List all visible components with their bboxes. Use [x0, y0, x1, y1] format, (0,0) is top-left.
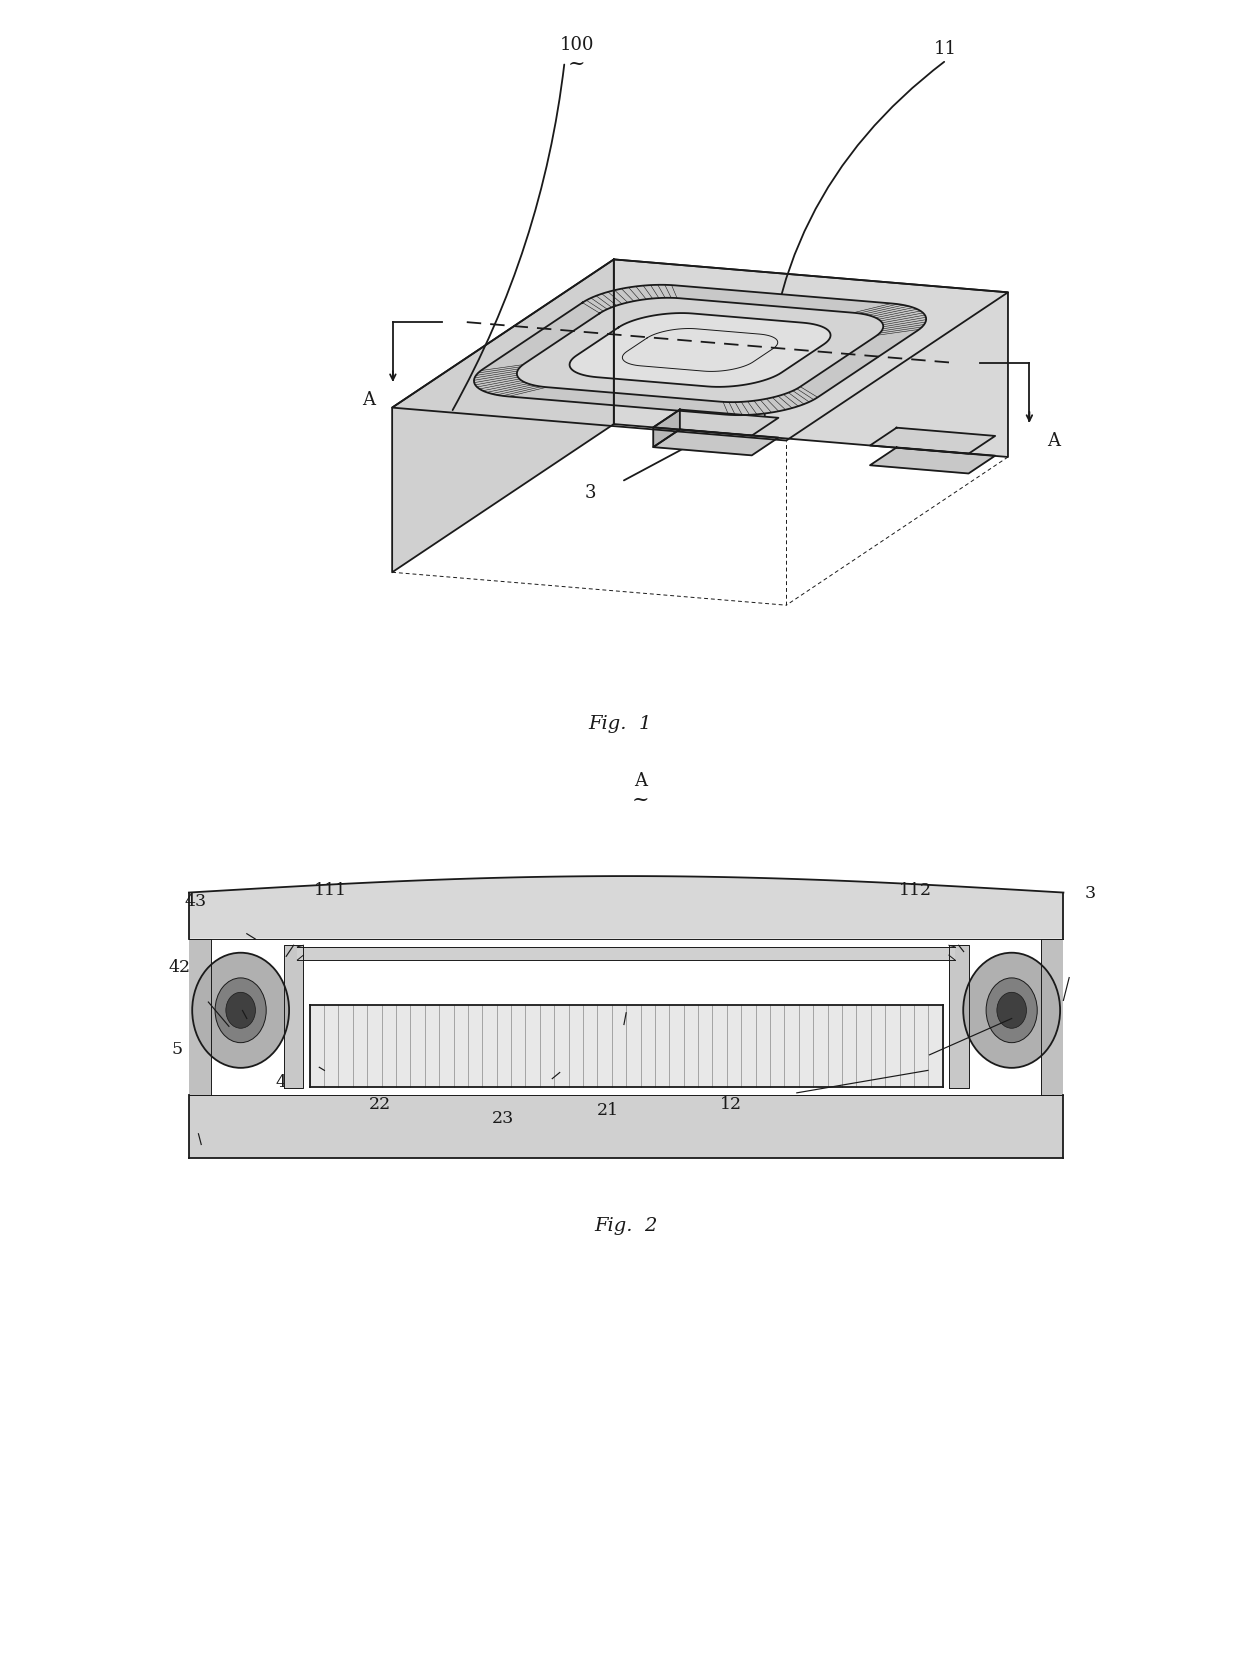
- Polygon shape: [870, 427, 996, 453]
- Polygon shape: [392, 260, 614, 573]
- Text: ~: ~: [632, 791, 650, 809]
- Text: Fig.  2: Fig. 2: [594, 1216, 658, 1235]
- Ellipse shape: [963, 953, 1060, 1067]
- Polygon shape: [298, 947, 955, 960]
- Text: 111: 111: [314, 882, 347, 899]
- Polygon shape: [392, 260, 1008, 440]
- Polygon shape: [614, 260, 1008, 457]
- Text: ~: ~: [568, 55, 585, 74]
- Polygon shape: [188, 938, 211, 1096]
- Ellipse shape: [226, 993, 255, 1028]
- Text: 21: 21: [596, 1102, 619, 1119]
- Polygon shape: [474, 285, 926, 415]
- Polygon shape: [310, 1005, 942, 1087]
- Text: 22: 22: [368, 1096, 391, 1112]
- Ellipse shape: [215, 978, 267, 1043]
- Polygon shape: [284, 945, 304, 1089]
- Text: 112: 112: [899, 882, 932, 899]
- Text: 11: 11: [934, 40, 957, 58]
- Polygon shape: [188, 1096, 1064, 1157]
- Text: A: A: [1048, 432, 1060, 450]
- Text: 3: 3: [585, 485, 596, 501]
- Ellipse shape: [997, 993, 1027, 1028]
- Ellipse shape: [986, 978, 1037, 1043]
- Polygon shape: [653, 429, 779, 455]
- Polygon shape: [188, 875, 1064, 938]
- Polygon shape: [949, 945, 968, 1089]
- Text: 100: 100: [559, 36, 594, 55]
- Text: 23: 23: [492, 1111, 515, 1127]
- Text: 4: 4: [275, 1074, 286, 1091]
- Text: 41: 41: [856, 1074, 878, 1091]
- Text: 42: 42: [167, 958, 190, 976]
- Polygon shape: [653, 409, 680, 447]
- Ellipse shape: [192, 953, 289, 1067]
- Text: 12: 12: [719, 1096, 742, 1112]
- Text: Fig.  1: Fig. 1: [588, 715, 652, 733]
- Text: 3: 3: [1085, 885, 1096, 902]
- Text: 5: 5: [171, 1041, 182, 1058]
- Text: A: A: [362, 391, 374, 409]
- Polygon shape: [569, 313, 831, 387]
- Polygon shape: [870, 447, 996, 473]
- Polygon shape: [653, 409, 779, 435]
- Text: A: A: [635, 773, 647, 791]
- Text: 43: 43: [184, 894, 206, 910]
- Polygon shape: [1042, 938, 1064, 1096]
- Polygon shape: [517, 298, 883, 402]
